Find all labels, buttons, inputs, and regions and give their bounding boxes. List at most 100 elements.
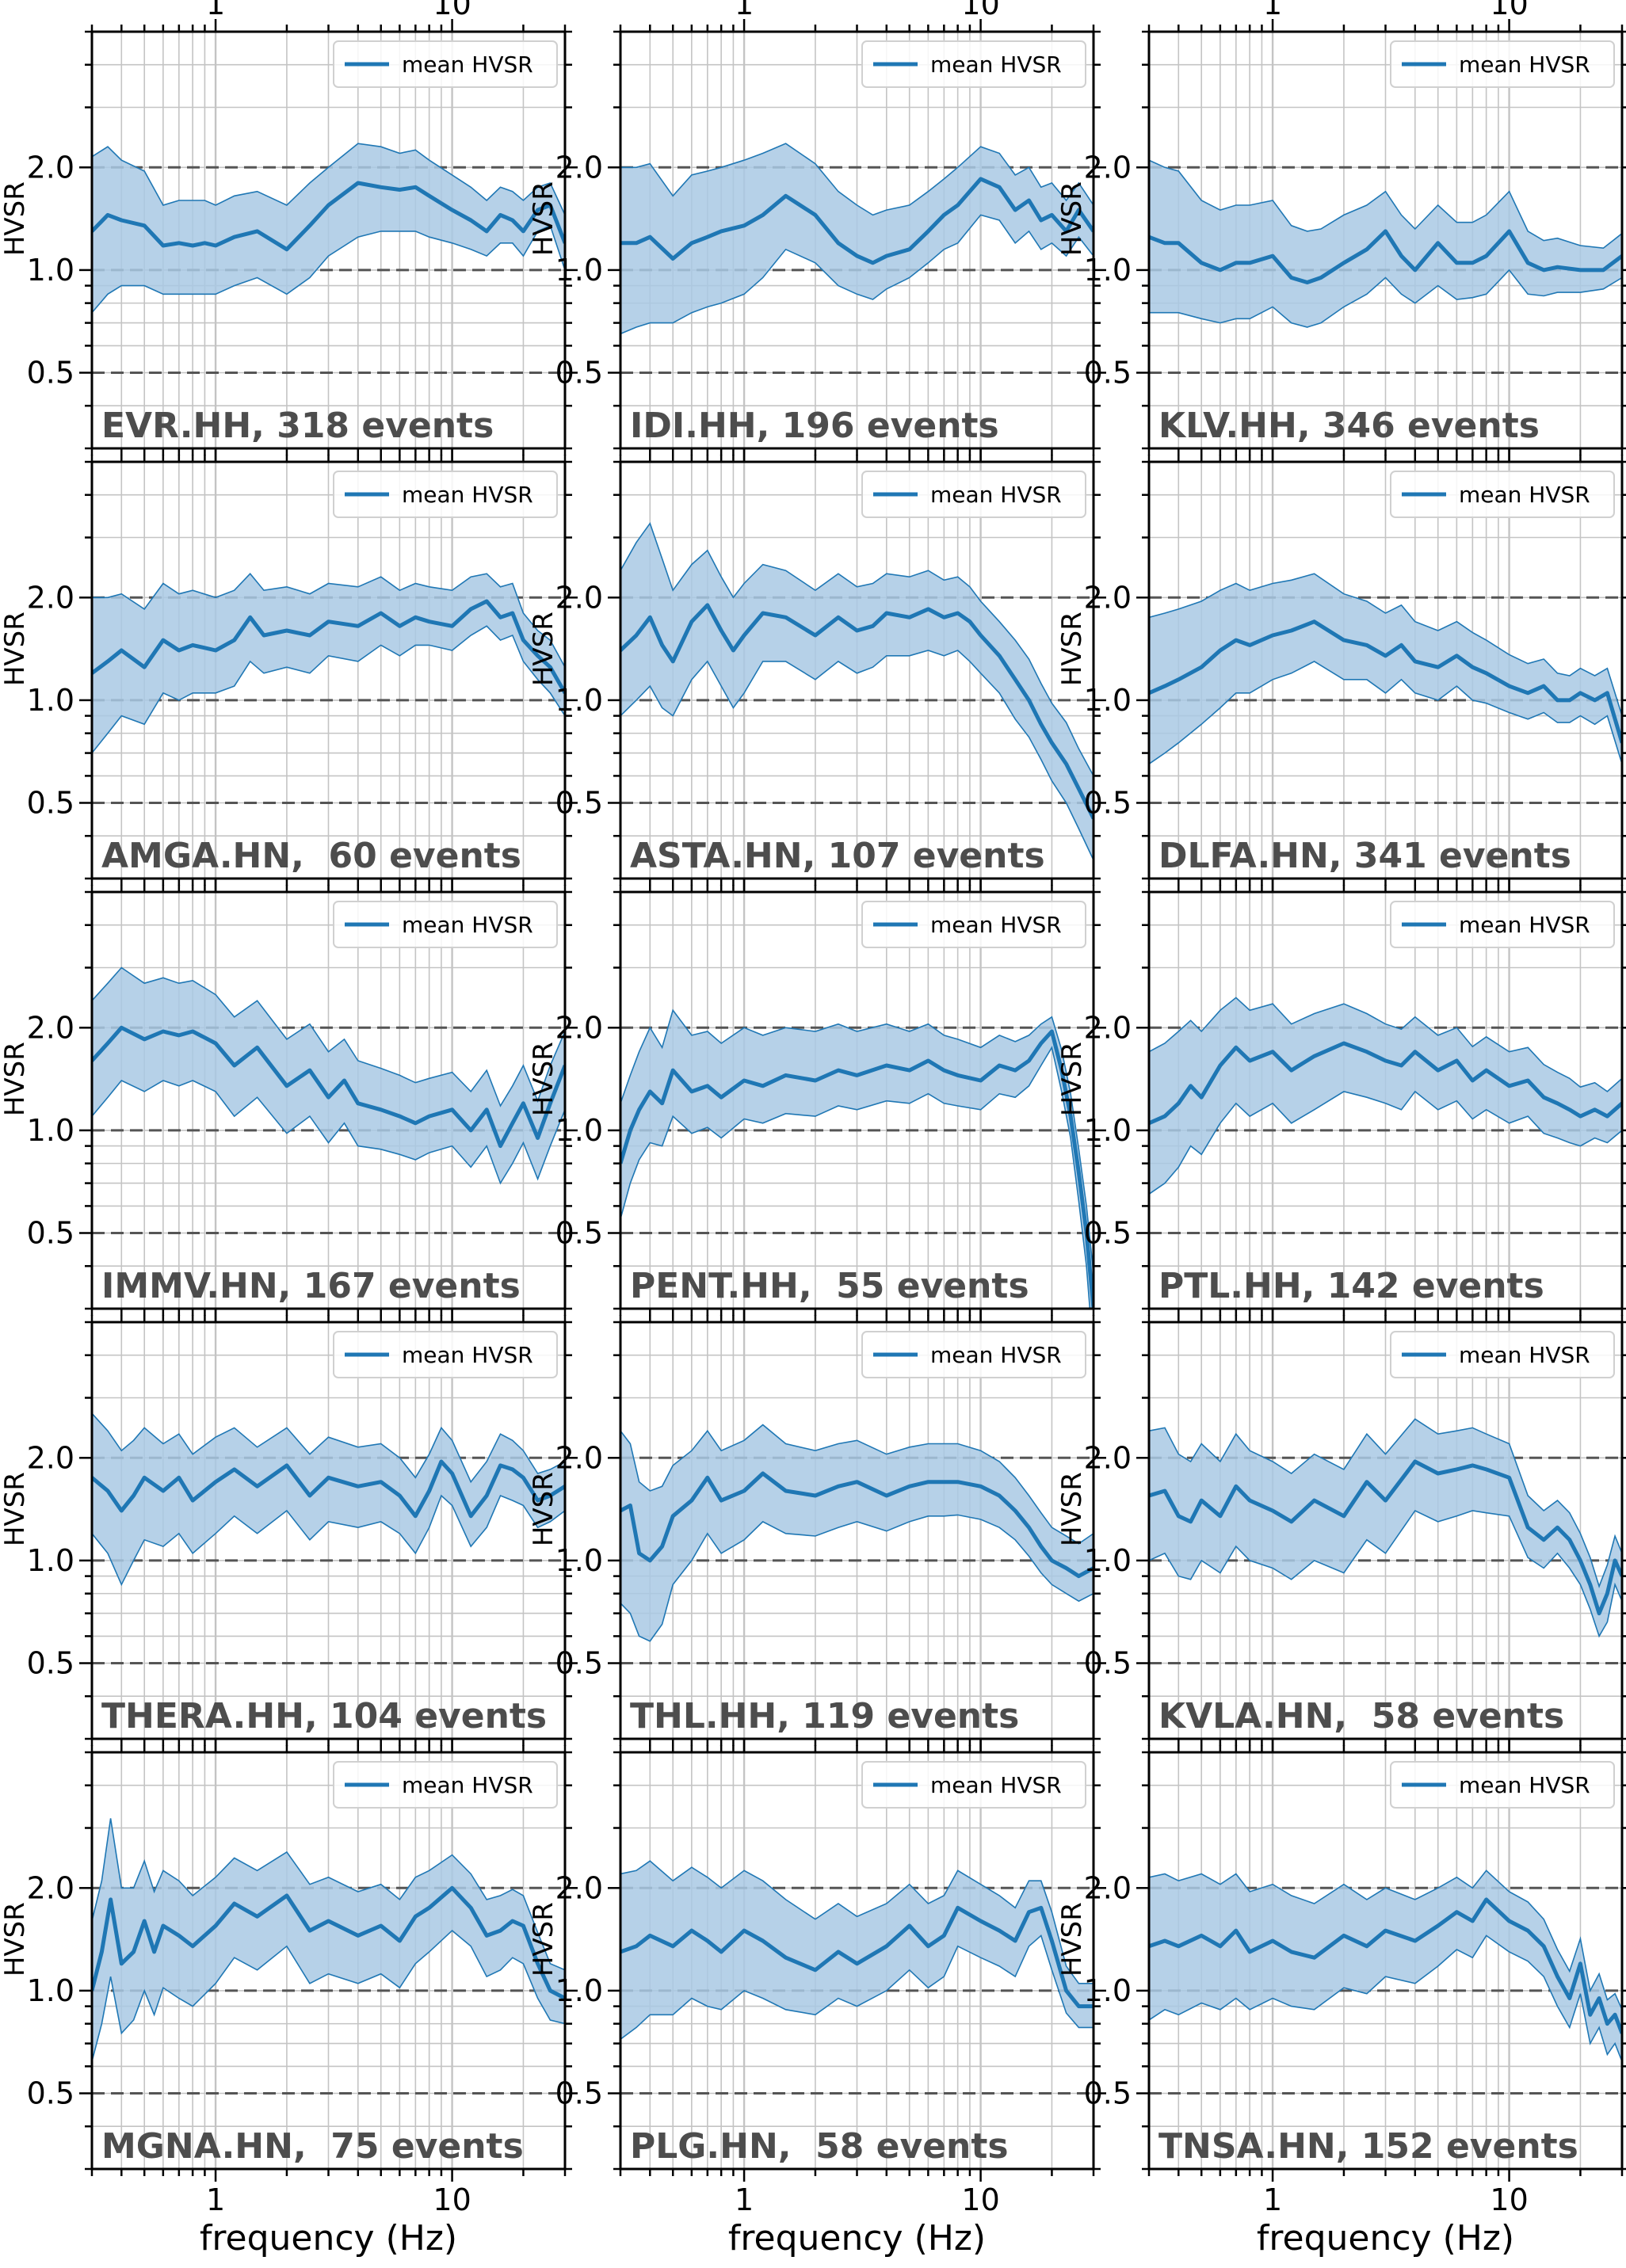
std-band bbox=[1149, 159, 1622, 328]
legend: mean HVSR bbox=[333, 901, 558, 948]
legend-box bbox=[1390, 40, 1615, 88]
x-tick-label: 10 bbox=[433, 2182, 471, 2217]
legend-box bbox=[333, 1761, 558, 1809]
mean-hvsr-line bbox=[92, 599, 565, 695]
y-tick-label: 0.5 bbox=[555, 1215, 603, 1250]
y-axis-label: HVSR bbox=[0, 612, 31, 686]
legend-label: mean HVSR bbox=[930, 51, 1062, 78]
y-tick-label: 2.0 bbox=[1084, 1440, 1132, 1475]
station-label: MGNA.HN, 75 events bbox=[101, 2126, 524, 2167]
legend-box bbox=[333, 901, 558, 948]
y-axis-label: HVSR bbox=[0, 1472, 31, 1546]
y-axis-label: HVSR bbox=[1056, 1902, 1088, 1976]
y-axis-label: HVSR bbox=[1056, 612, 1088, 686]
x-tick-label: 1 bbox=[206, 2182, 225, 2217]
y-tick-label: 0.5 bbox=[27, 1215, 74, 1250]
legend-box bbox=[1390, 901, 1615, 948]
legend-label: mean HVSR bbox=[402, 1772, 533, 1798]
y-axis-label: HVSR bbox=[528, 181, 559, 256]
legend: mean HVSR bbox=[861, 40, 1086, 88]
station-label: THERA.HH, 104 events bbox=[101, 1696, 547, 1736]
legend-box bbox=[1390, 1761, 1615, 1809]
y-tick-label: 2.0 bbox=[555, 1440, 603, 1475]
y-tick-label: 0.5 bbox=[555, 2076, 603, 2110]
legend-box bbox=[861, 1761, 1086, 1809]
y-tick-label: 1.0 bbox=[1084, 1543, 1132, 1578]
std-band bbox=[92, 1412, 565, 1587]
hvsr-panel: 0.5 1.0 2.0 1 10 HVSR mean HVSR EVR.HH, 318 eve… bbox=[0, 0, 578, 461]
legend-label: mean HVSR bbox=[402, 51, 533, 78]
station-label: KVLA.HN, 58 events bbox=[1158, 1696, 1564, 1736]
mean-hvsr-line bbox=[620, 1905, 1094, 2009]
legend-label: mean HVSR bbox=[930, 482, 1062, 508]
legend: mean HVSR bbox=[861, 1761, 1086, 1809]
legend-box bbox=[333, 1331, 558, 1378]
std-band bbox=[1149, 573, 1622, 765]
y-tick-label: 2.0 bbox=[27, 1870, 74, 1905]
std-band bbox=[620, 1424, 1094, 1642]
y-axis-label: HVSR bbox=[0, 1042, 31, 1116]
y-tick-label: 0.5 bbox=[1084, 355, 1132, 390]
y-tick-label: 2.0 bbox=[1084, 1010, 1132, 1045]
legend-box bbox=[861, 40, 1086, 88]
y-tick-label: 2.0 bbox=[27, 580, 74, 615]
mean-hvsr-line bbox=[1149, 619, 1622, 744]
y-tick-label: 1.0 bbox=[27, 1113, 74, 1148]
station-label: THL.HH, 119 events bbox=[630, 1696, 1019, 1736]
legend-box bbox=[861, 1331, 1086, 1378]
mean-hvsr-line bbox=[1149, 1897, 1622, 2034]
mean-hvsr-line bbox=[620, 1029, 1094, 1309]
legend: mean HVSR bbox=[333, 1331, 558, 1378]
mean-hvsr-line bbox=[620, 1471, 1094, 1579]
y-tick-label: 0.5 bbox=[555, 355, 603, 390]
y-tick-label: 0.5 bbox=[1084, 785, 1132, 820]
std-band bbox=[92, 572, 565, 754]
x-tick-label-top: 1 bbox=[206, 0, 225, 21]
legend: mean HVSR bbox=[861, 1331, 1086, 1378]
y-axis-label: HVSR bbox=[1056, 1042, 1088, 1116]
std-band bbox=[620, 521, 1094, 860]
x-tick-label-top: 10 bbox=[1490, 0, 1528, 21]
mean-hvsr-line bbox=[92, 1459, 565, 1519]
hvsr-panel: 0.5 1.0 2.0 1 10 HVSR mean HVSR IDI.HH, 196 eve… bbox=[528, 0, 1106, 461]
legend: mean HVSR bbox=[1390, 1761, 1615, 1809]
station-label: PENT.HH, 55 events bbox=[630, 1266, 1029, 1306]
y-tick-label: 1.0 bbox=[1084, 1973, 1132, 2008]
y-tick-label: 2.0 bbox=[555, 1010, 603, 1045]
y-tick-label: 1.0 bbox=[555, 253, 603, 288]
legend-box bbox=[1390, 471, 1615, 518]
y-tick-label: 1.0 bbox=[1084, 253, 1132, 288]
legend-label: mean HVSR bbox=[930, 1342, 1062, 1368]
std-band bbox=[620, 143, 1094, 335]
legend: mean HVSR bbox=[861, 901, 1086, 948]
y-tick-label: 1.0 bbox=[27, 1973, 74, 2008]
y-tick-label: 1.0 bbox=[1084, 683, 1132, 718]
legend-label: mean HVSR bbox=[930, 912, 1062, 938]
x-tick-label: 1 bbox=[1263, 2182, 1282, 2217]
mean-hvsr-line bbox=[92, 1885, 565, 2000]
y-tick-label: 1.0 bbox=[555, 683, 603, 718]
legend-label: mean HVSR bbox=[930, 1772, 1062, 1798]
y-tick-label: 1.0 bbox=[27, 683, 74, 718]
x-tick-label: 1 bbox=[735, 2182, 754, 2217]
mean-hvsr-line bbox=[1149, 229, 1622, 284]
legend-box bbox=[333, 40, 558, 88]
y-tick-label: 2.0 bbox=[27, 150, 74, 185]
legend-box bbox=[861, 901, 1086, 948]
station-label: IMMV.HN, 167 events bbox=[101, 1266, 521, 1306]
y-axis-label: HVSR bbox=[0, 181, 31, 256]
x-tick-label-top: 10 bbox=[433, 0, 471, 21]
station-label: PLG.HN, 58 events bbox=[630, 2126, 1009, 2167]
mean-hvsr-line bbox=[1149, 1041, 1622, 1126]
mean-hvsr-line bbox=[620, 177, 1094, 265]
y-tick-label: 2.0 bbox=[27, 1010, 74, 1045]
y-axis-label: HVSR bbox=[528, 1042, 559, 1116]
